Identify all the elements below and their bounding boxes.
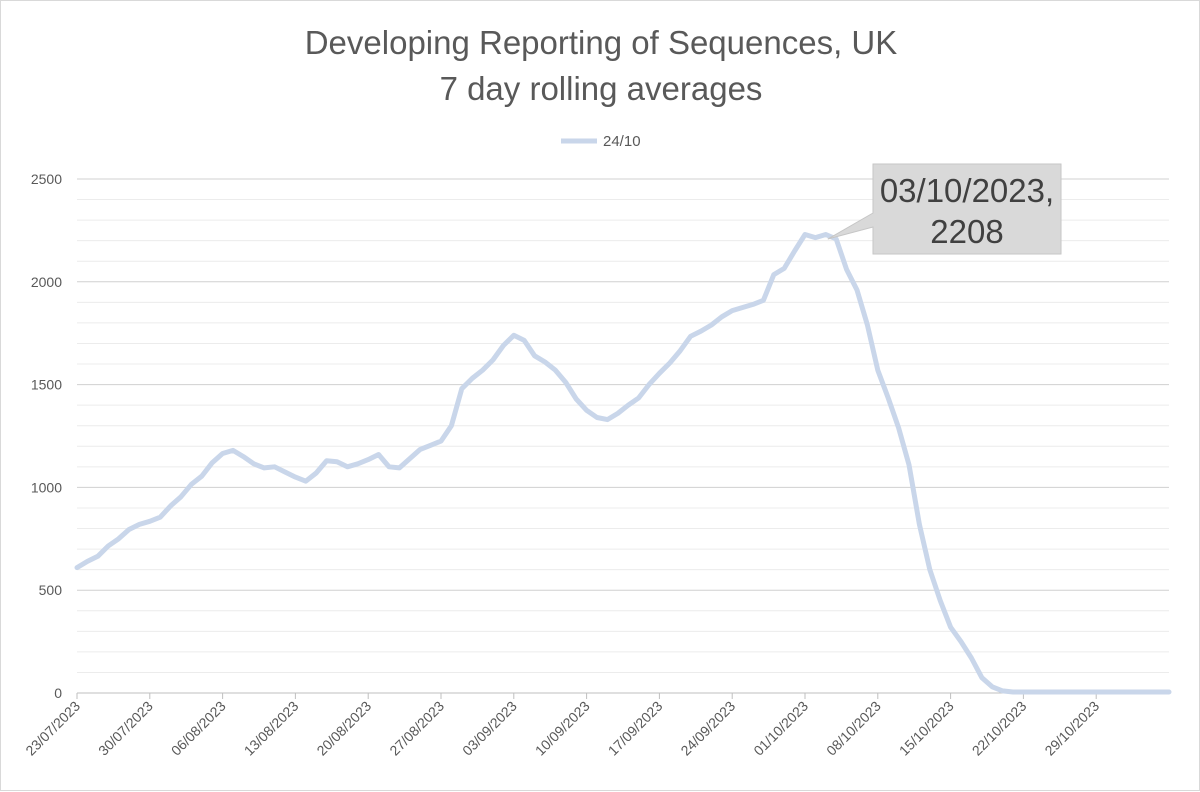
- x-tick-label: 13/08/2023: [241, 698, 302, 759]
- callout-box: [827, 163, 1062, 255]
- x-tick-label: 27/08/2023: [386, 698, 447, 759]
- y-tick-label: 1500: [31, 377, 62, 393]
- callout-text-line-1: 03/10/2023,: [880, 172, 1054, 209]
- x-tick-label: 03/09/2023: [459, 698, 520, 759]
- x-tick-label: 24/09/2023: [677, 698, 738, 759]
- data-callout: 03/10/2023, 2208: [827, 163, 1062, 255]
- x-tick-label: 01/10/2023: [750, 698, 811, 759]
- y-tick-label: 0: [54, 685, 62, 701]
- x-tick-label: 17/09/2023: [605, 698, 666, 759]
- y-tick-label: 2500: [31, 171, 62, 187]
- chart-title-line-2: 7 day rolling averages: [440, 70, 763, 107]
- x-tick-label: 30/07/2023: [95, 698, 156, 759]
- x-tick-label: 23/07/2023: [22, 698, 83, 759]
- x-tick-label: 06/08/2023: [168, 698, 229, 759]
- y-axis-ticks: 0 500 1000 1500 2000 2500: [31, 171, 62, 701]
- chart-title-line-1: Developing Reporting of Sequences, UK: [305, 24, 898, 61]
- y-tick-label: 500: [39, 582, 63, 598]
- x-tick-label: 22/10/2023: [969, 698, 1030, 759]
- x-tick-label: 10/09/2023: [532, 698, 593, 759]
- series-line: [74, 232, 1172, 695]
- x-tick-label: 20/08/2023: [313, 698, 374, 759]
- gridlines: [77, 178, 1169, 694]
- x-axis-ticks: 23/07/2023 30/07/2023 06/08/2023 13/08/2023…: [22, 693, 1102, 759]
- x-tick-label: 08/10/2023: [823, 698, 884, 759]
- x-tick-label: 29/10/2023: [1041, 698, 1102, 759]
- y-tick-label: 2000: [31, 274, 62, 290]
- y-tick-label: 1000: [31, 479, 62, 495]
- legend-label: 24/10: [603, 133, 641, 150]
- x-tick-label: 15/10/2023: [896, 698, 957, 759]
- series-layer: [74, 232, 1172, 695]
- callout-text-line-2: 2208: [930, 213, 1003, 250]
- legend: 24/10: [561, 133, 641, 150]
